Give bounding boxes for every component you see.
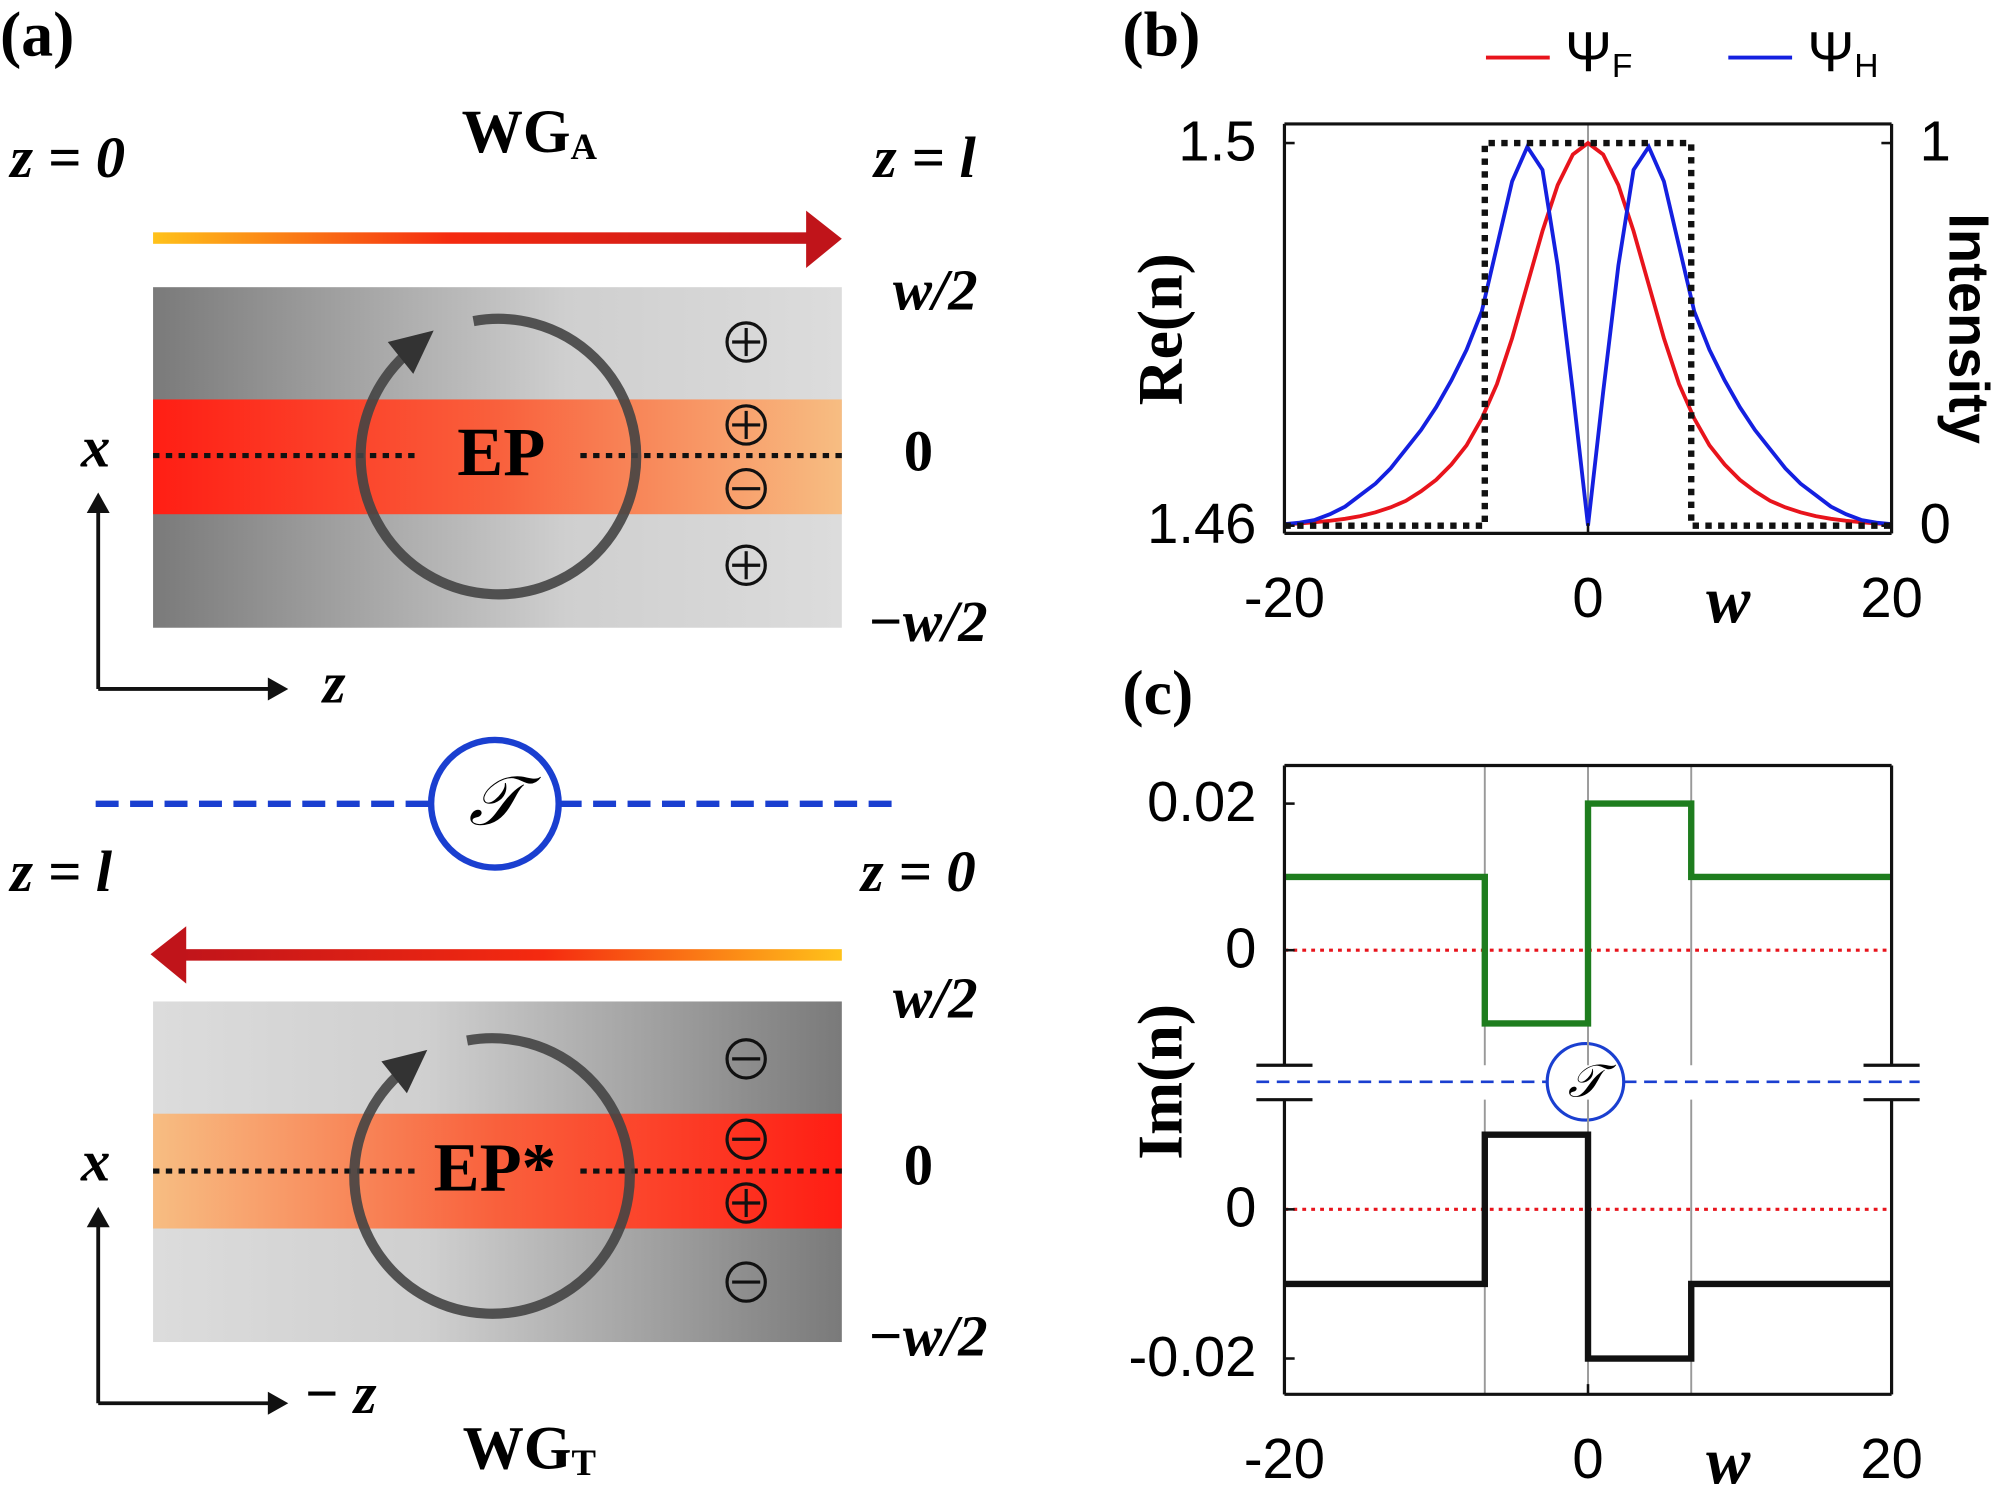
center-label: 0 xyxy=(904,418,933,483)
symmetry-divider: 𝒯 xyxy=(95,736,900,871)
y-tick-label: 0 xyxy=(1225,1176,1256,1239)
chart: -0.02 0 -20 0 20 w xyxy=(1128,1099,1923,1494)
x-axis-label: w xyxy=(1706,1426,1751,1494)
arrow-head xyxy=(267,1391,289,1415)
arrow-head xyxy=(86,492,110,513)
z-end: z = l xyxy=(872,125,977,190)
x-tick-label: 20 xyxy=(1860,566,1922,629)
y-tick-label: 0 xyxy=(1225,917,1256,980)
y2-axis-label: Intensity xyxy=(1937,213,2000,444)
panel-label: (c) xyxy=(1122,657,1193,728)
waveguide-t: z = l z = 0 EP* w/2 0 −w/2 x − z WGT xyxy=(8,839,987,1483)
data-line xyxy=(1284,139,1892,529)
y-tick-label: -0.02 xyxy=(1128,1325,1256,1388)
propagation-arrow xyxy=(178,949,842,961)
x-axis-label: x xyxy=(80,1129,110,1194)
arrow-head xyxy=(267,677,289,701)
legend-label: ΨF xyxy=(1565,20,1632,85)
panel-label: (a) xyxy=(0,0,74,70)
x-tick-label: 0 xyxy=(1572,1427,1603,1490)
z-end: z = 0 xyxy=(859,839,976,904)
z-start: z = 0 xyxy=(8,125,125,190)
upper-edge: w/2 xyxy=(893,258,978,323)
lower-edge: −w/2 xyxy=(867,1303,987,1368)
ep-label: EP xyxy=(457,414,545,490)
x-tick-label: -20 xyxy=(1244,566,1325,629)
chart: 1.46 1.5 0 1 -20 0 20 w (b) Re(n) Intensity ΨF ΨH xyxy=(1122,0,2000,638)
legend-label: ΨH xyxy=(1807,20,1878,85)
data-line xyxy=(1284,140,1892,527)
y-tick-label: 1.5 xyxy=(1178,109,1256,172)
waveguide-name: WGT xyxy=(463,1414,596,1483)
arrow-head xyxy=(806,210,842,269)
waveguide-name: WGA xyxy=(462,98,598,167)
center-label: 0 xyxy=(904,1133,933,1198)
x-axis-label: x xyxy=(80,414,110,479)
z-start: z = l xyxy=(8,839,113,904)
upper-edge: w/2 xyxy=(893,965,978,1030)
data-line xyxy=(1284,1131,1892,1362)
waveguide-a: z = 0 WGA z = l EP w/2 0 −w/2 x z xyxy=(8,98,987,715)
y-axis-label: Im(n) xyxy=(1125,1004,1196,1160)
chart: 0 0.02 (c) Im(n) xyxy=(1122,657,1894,1160)
y-axis-label: Re(n) xyxy=(1125,253,1196,405)
lower-edge: −w/2 xyxy=(867,589,987,654)
panel-label: (b) xyxy=(1122,0,1200,70)
x-tick-label: 20 xyxy=(1860,1427,1922,1490)
arrow-head xyxy=(150,926,187,984)
x-axis-label: w xyxy=(1706,565,1751,638)
arrow-head xyxy=(86,1206,110,1228)
ep-label: EP* xyxy=(434,1130,556,1206)
y-tick-label: 1.46 xyxy=(1147,492,1256,555)
y2-tick-label: 1 xyxy=(1920,109,1951,172)
y2-tick-label: 0 xyxy=(1920,492,1951,555)
propagation-arrow xyxy=(153,232,817,244)
z-axis-label: z xyxy=(321,650,346,715)
data-line xyxy=(1284,800,1892,1027)
y-tick-label: 0.02 xyxy=(1147,770,1256,833)
x-tick-label: 0 xyxy=(1572,566,1603,629)
x-tick-label: -20 xyxy=(1244,1427,1325,1490)
z-axis-label: − z xyxy=(304,1361,377,1426)
